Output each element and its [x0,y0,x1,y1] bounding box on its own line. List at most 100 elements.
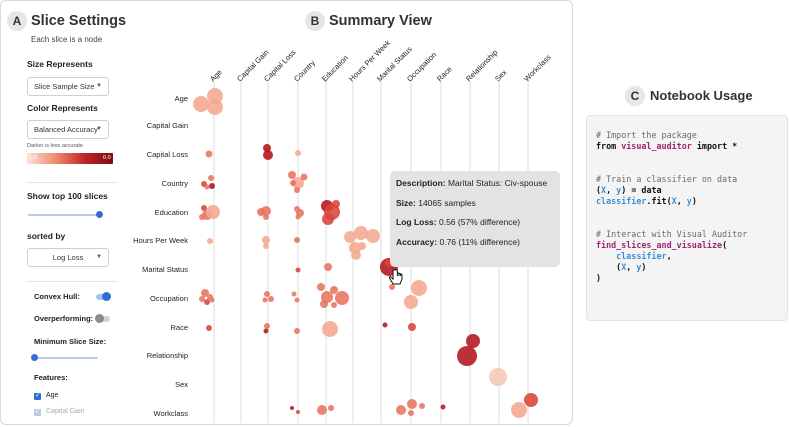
slice-bubble [344,231,356,243]
slice-bubble [322,213,334,225]
slice-bubble [207,99,223,115]
row-label: Marital Status [142,265,188,274]
slice-bubble [324,263,332,271]
overperforming-toggle[interactable] [95,314,110,323]
slice-bubble [201,205,207,211]
code-comment: # Import the package [596,130,697,140]
code-snippet: # Import the package from visual_auditor… [586,115,788,321]
tooltip-size-label: Size: [396,197,416,208]
chevron-down-icon: ▼ [96,83,102,89]
slice-bubble [366,229,380,243]
slice-bubble [263,144,271,152]
slice-bubble [201,289,209,297]
slice-bubble [208,175,214,181]
row-label: Occupation [150,294,188,303]
slice-bubble [199,214,205,220]
slice-settings-subtitle: Each slice is a node [31,35,103,44]
slice-bubble [263,243,269,249]
slice-bubble [290,180,296,186]
show-top-slider-handle[interactable] [96,211,103,218]
slice-bubble [204,184,210,190]
slice-bubble [358,242,366,250]
row-label: Sex [175,380,188,389]
slice-bubble [408,410,414,416]
convex-hull-toggle[interactable] [96,292,111,301]
slice-bubble [382,322,388,328]
feature-checkbox-capital-gain[interactable]: ✓ [34,409,41,416]
toggle-knob [95,314,104,323]
slice-tooltip: Description: Marital Status: Civ-spouse … [390,171,560,267]
row-label: Capital Gain [146,121,188,130]
code-line: from visual_auditor import * [596,141,738,151]
slice-bubble [206,205,220,219]
color-represents-select[interactable]: Balanced Accuracy ▼ [27,120,109,139]
show-top-slider-track[interactable] [28,214,101,216]
tooltip-size-value: 14065 samples [418,197,476,208]
tooltip-description-value: Marital Status: Civ-spouse [447,178,548,188]
slice-bubble [332,200,340,208]
slice-bubble [209,183,215,189]
tooltip-size: Size: 14065 samples [396,198,554,208]
notebook-usage-title: Notebook Usage [650,88,753,103]
slice-bubble [489,368,507,386]
slice-bubble [290,406,294,410]
slice-bubble [263,328,269,334]
slice-bubble [335,291,349,305]
summary-matrix[interactable] [1,1,573,425]
slice-bubble [209,297,215,303]
bubbles [193,88,538,418]
slice-bubble [511,402,527,418]
show-top-label: Show top 100 slices [27,191,108,201]
feature-checkbox-age[interactable]: ✓ [34,393,41,400]
slice-bubble [354,226,368,240]
slice-bubble [294,237,300,243]
slice-bubble [295,214,301,220]
row-label: Country [161,179,188,188]
slice-bubble [389,284,395,290]
slice-bubble [292,177,304,189]
slice-bubble [524,393,538,407]
slice-bubble [331,302,337,308]
slice-bubble [288,171,296,179]
slice-bubble [264,291,270,297]
code-comment: # Train a classifier on data [596,174,738,184]
features-label: Features: [34,373,68,382]
min-slice-label: Minimum Slice Size: [34,337,107,346]
chevron-down-icon: ▼ [96,254,102,260]
slice-bubble [328,405,334,411]
slice-bubble [294,297,300,303]
sorted-by-select[interactable]: Log Loss ▼ [27,248,109,267]
color-legend-max: 0.0 [103,155,111,161]
slice-bubble [322,321,338,337]
slice-bubble [295,267,301,273]
code-line: classifier, [616,251,672,261]
slice-bubble [351,250,361,260]
size-represents-select[interactable]: Slice Sample Size ▼ [27,77,109,96]
feature-label-capital-gain: Capital Gain [46,408,85,415]
slice-bubble [317,405,327,415]
color-legend-min: 1.0 [29,155,37,161]
row-label: Hours Per Week [133,236,188,245]
row-label: Workclass [153,409,188,418]
tooltip-description: Description: Marital Status: Civ-spouse [396,178,554,188]
min-slice-slider-track[interactable] [34,357,98,359]
slice-bubble [205,150,213,158]
size-represents-label: Size Represents [27,59,93,69]
code-comment: # Interact with Visual Auditor [596,229,748,239]
summary-view-title: Summary View [329,13,432,29]
tooltip-logloss: Log Loss: 0.56 (57% difference) [396,217,554,227]
slice-bubble [330,286,338,294]
slice-bubble [408,323,416,331]
min-slice-slider-handle[interactable] [31,354,38,361]
slice-bubble [291,291,297,297]
slice-bubble [296,410,300,414]
code-line: ) [596,273,602,283]
row-label: Education [154,208,188,217]
slice-bubble [404,295,418,309]
divider [27,182,117,183]
slice-bubble [193,96,209,112]
badge-b: B [305,11,325,31]
slice-bubble [263,150,273,160]
tooltip-logloss-label: Log Loss: [396,217,437,227]
slice-bubble [199,296,205,302]
